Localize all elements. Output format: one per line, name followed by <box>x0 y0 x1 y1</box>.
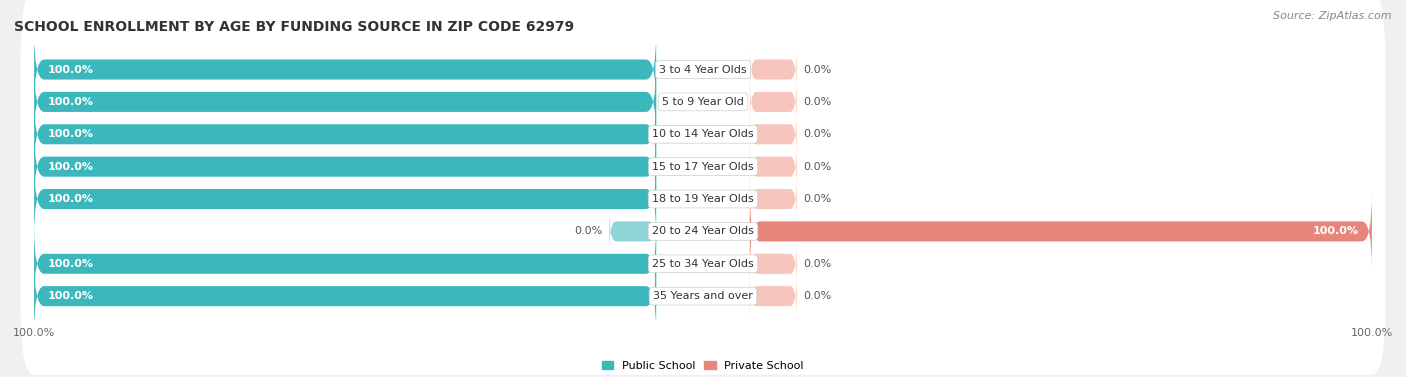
Text: 0.0%: 0.0% <box>803 97 831 107</box>
Text: 100.0%: 100.0% <box>48 194 94 204</box>
Text: 18 to 19 Year Olds: 18 to 19 Year Olds <box>652 194 754 204</box>
Text: 0.0%: 0.0% <box>803 194 831 204</box>
FancyBboxPatch shape <box>749 177 797 221</box>
Text: 100.0%: 100.0% <box>48 97 94 107</box>
FancyBboxPatch shape <box>609 209 657 254</box>
Text: 100.0%: 100.0% <box>48 291 94 301</box>
Text: 0.0%: 0.0% <box>575 227 603 236</box>
FancyBboxPatch shape <box>749 144 797 189</box>
Text: 25 to 34 Year Olds: 25 to 34 Year Olds <box>652 259 754 269</box>
Text: 0.0%: 0.0% <box>803 291 831 301</box>
FancyBboxPatch shape <box>34 161 657 238</box>
Text: SCHOOL ENROLLMENT BY AGE BY FUNDING SOURCE IN ZIP CODE 62979: SCHOOL ENROLLMENT BY AGE BY FUNDING SOUR… <box>14 20 574 34</box>
Legend: Public School, Private School: Public School, Private School <box>598 356 808 375</box>
Text: 15 to 17 Year Olds: 15 to 17 Year Olds <box>652 162 754 172</box>
FancyBboxPatch shape <box>749 274 797 319</box>
FancyBboxPatch shape <box>21 218 1385 375</box>
Text: 100.0%: 100.0% <box>48 129 94 139</box>
FancyBboxPatch shape <box>34 31 657 108</box>
Text: 0.0%: 0.0% <box>803 64 831 75</box>
FancyBboxPatch shape <box>34 96 657 173</box>
FancyBboxPatch shape <box>749 241 797 286</box>
FancyBboxPatch shape <box>21 0 1385 148</box>
Text: 5 to 9 Year Old: 5 to 9 Year Old <box>662 97 744 107</box>
Text: 35 Years and over: 35 Years and over <box>652 291 754 301</box>
FancyBboxPatch shape <box>749 112 797 156</box>
Text: 100.0%: 100.0% <box>48 259 94 269</box>
Text: 3 to 4 Year Olds: 3 to 4 Year Olds <box>659 64 747 75</box>
FancyBboxPatch shape <box>21 23 1385 181</box>
FancyBboxPatch shape <box>21 120 1385 278</box>
Text: 100.0%: 100.0% <box>1312 227 1358 236</box>
Text: 20 to 24 Year Olds: 20 to 24 Year Olds <box>652 227 754 236</box>
FancyBboxPatch shape <box>749 193 1372 270</box>
FancyBboxPatch shape <box>21 55 1385 213</box>
Text: 10 to 14 Year Olds: 10 to 14 Year Olds <box>652 129 754 139</box>
FancyBboxPatch shape <box>34 128 657 205</box>
FancyBboxPatch shape <box>34 225 657 302</box>
FancyBboxPatch shape <box>749 47 797 92</box>
FancyBboxPatch shape <box>34 63 657 140</box>
FancyBboxPatch shape <box>34 257 657 335</box>
Text: 0.0%: 0.0% <box>803 259 831 269</box>
FancyBboxPatch shape <box>749 80 797 124</box>
Text: Source: ZipAtlas.com: Source: ZipAtlas.com <box>1274 11 1392 21</box>
FancyBboxPatch shape <box>21 88 1385 245</box>
Text: 100.0%: 100.0% <box>48 64 94 75</box>
Text: 0.0%: 0.0% <box>803 162 831 172</box>
Text: 0.0%: 0.0% <box>803 129 831 139</box>
FancyBboxPatch shape <box>21 185 1385 342</box>
Text: 100.0%: 100.0% <box>48 162 94 172</box>
FancyBboxPatch shape <box>21 153 1385 310</box>
